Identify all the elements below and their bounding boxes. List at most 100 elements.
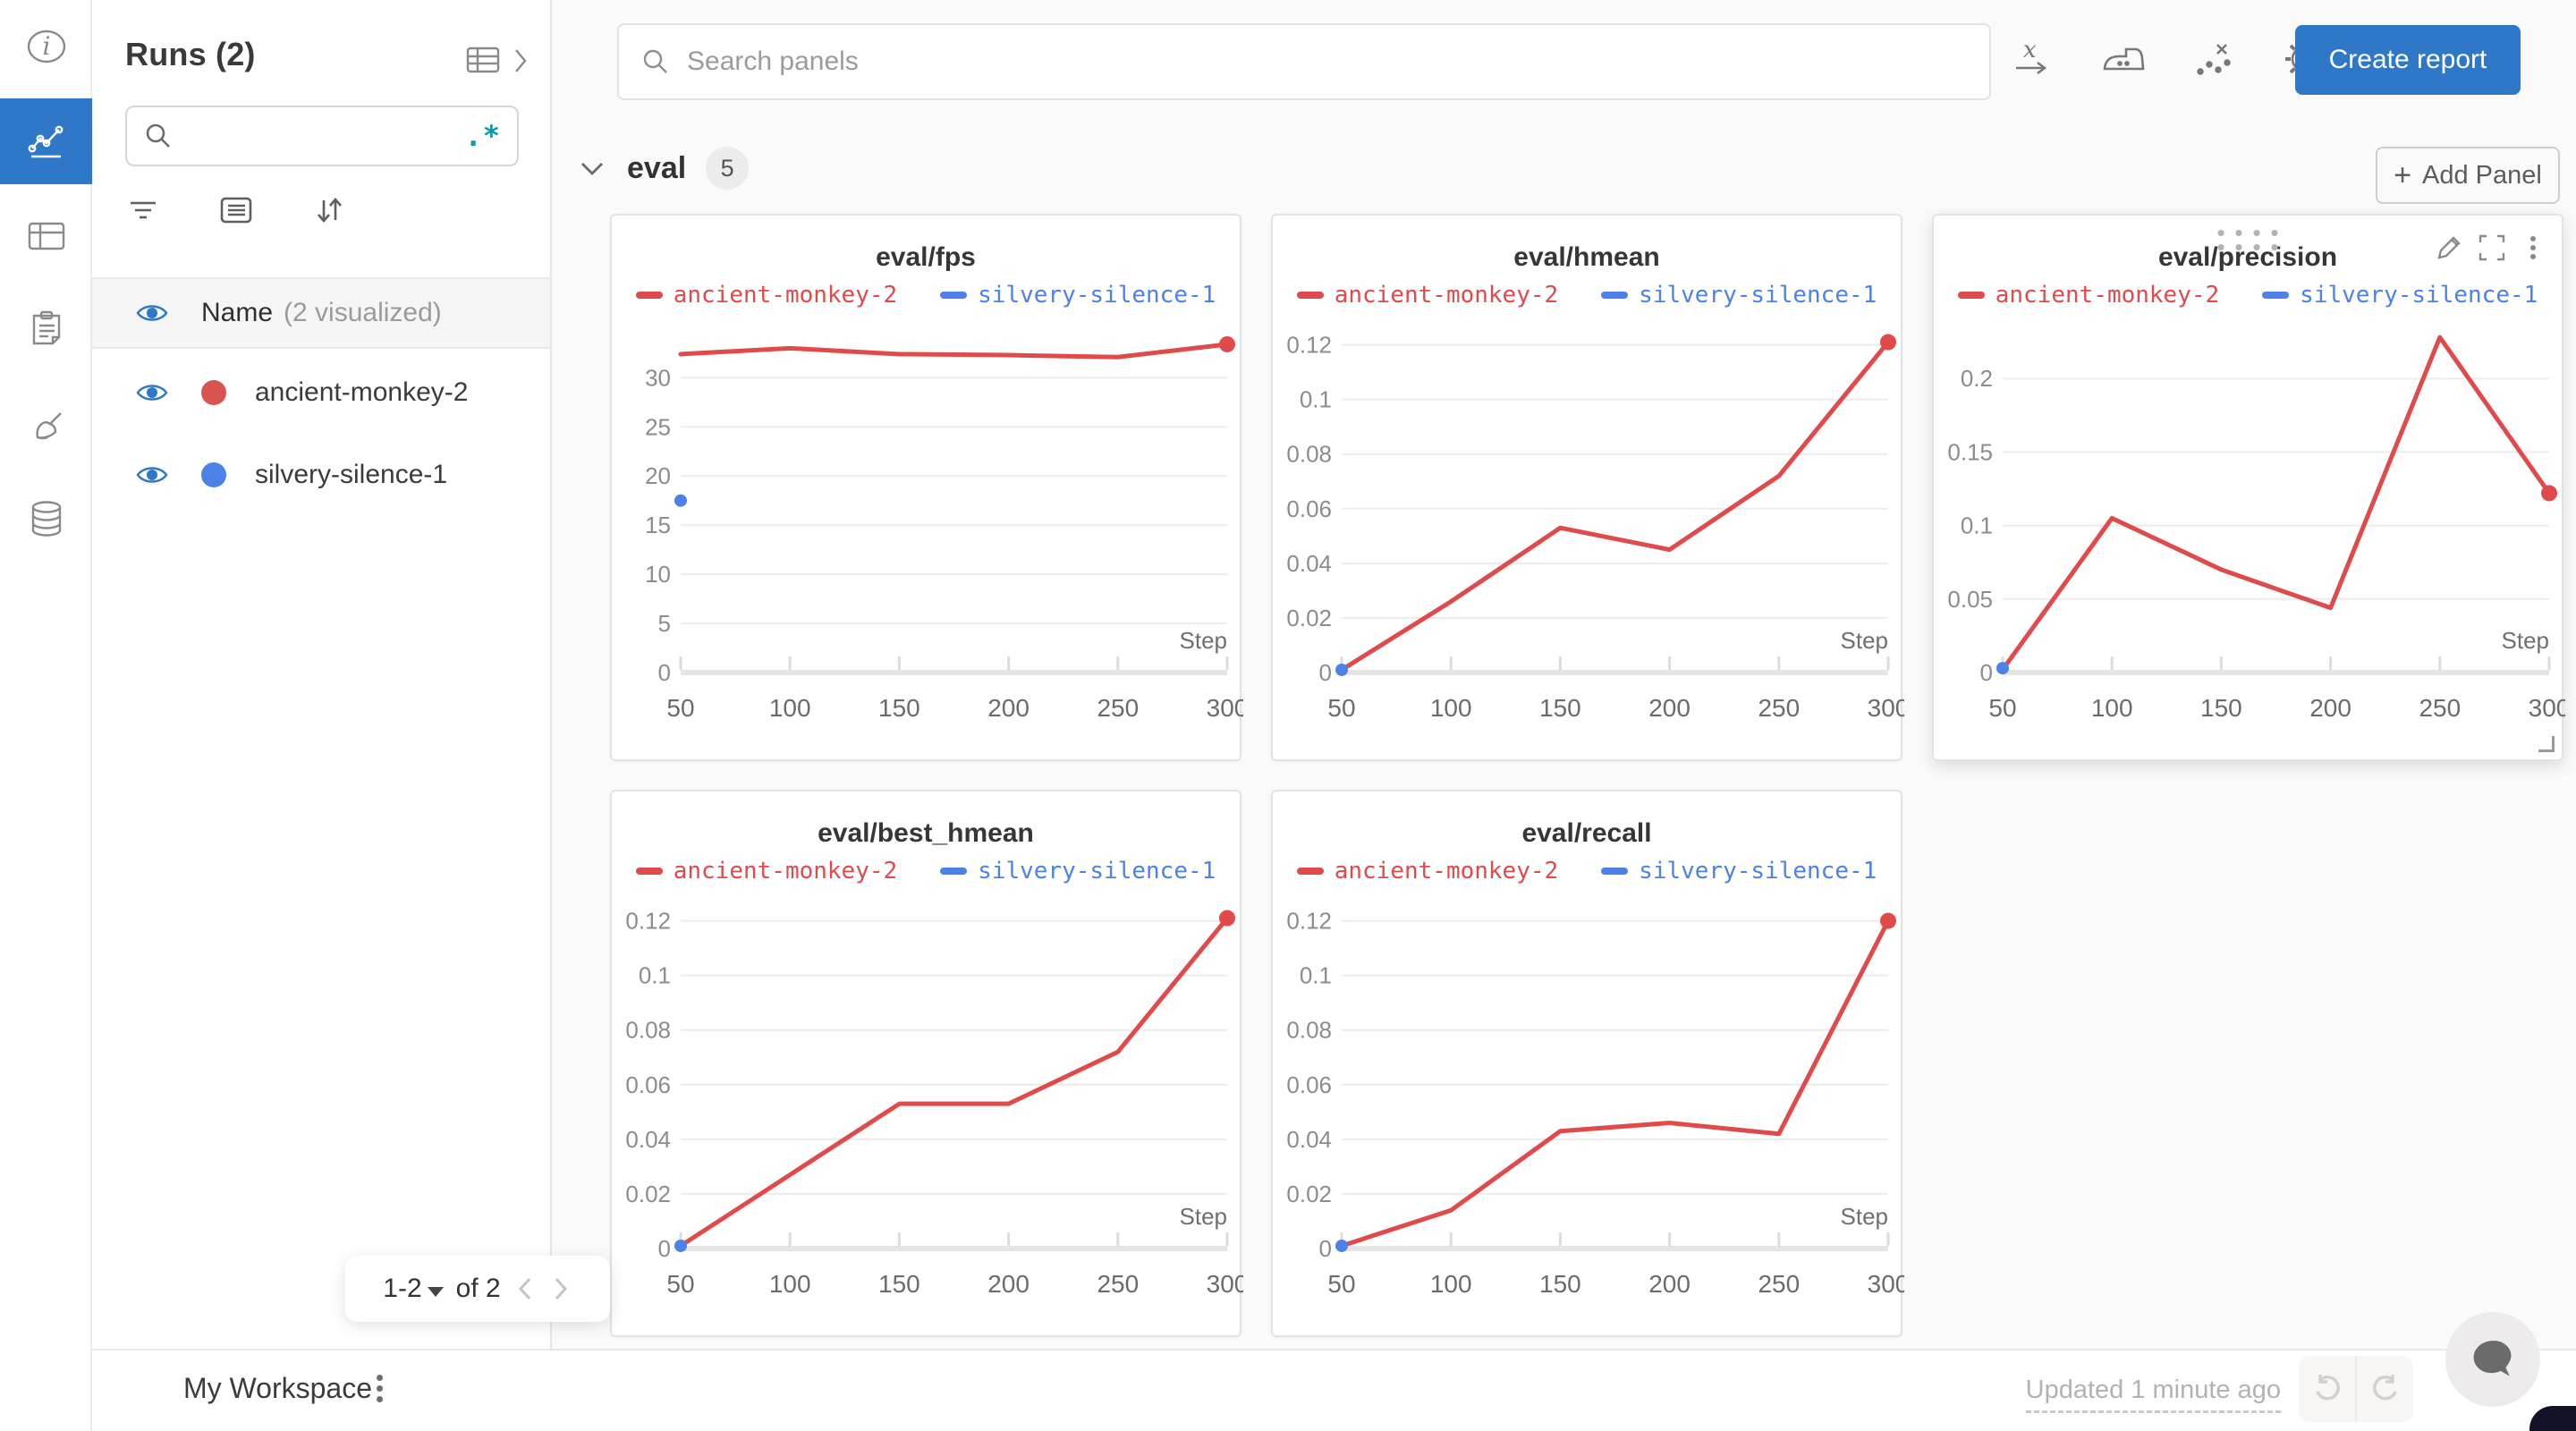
edit-panel-button[interactable] [2429, 228, 2469, 267]
runs-table-toggle-button[interactable] [464, 41, 504, 80]
plot-area[interactable]: 0 0.02 0.04 0.06 0.08 0.1 0.12 50 100 150 200 250 30… [612, 792, 1243, 1339]
svg-text:250: 250 [1758, 694, 1800, 722]
run-row[interactable]: ancient-monkey-2 [92, 352, 550, 433]
svg-text:100: 100 [1430, 694, 1472, 722]
redo-button[interactable] [2355, 1356, 2413, 1422]
legend-item[interactable]: silvery-silence-1 [940, 282, 1216, 309]
legend-item[interactable]: ancient-monkey-2 [1296, 282, 1558, 309]
runs-title: Runs (2) [125, 36, 256, 72]
expand-runs-button[interactable] [509, 41, 532, 80]
list-settings-icon[interactable] [218, 194, 254, 226]
legend-run-name: ancient-monkey-2 [1334, 858, 1559, 885]
smoothing-button[interactable] [2100, 39, 2145, 79]
chevron-right-icon [515, 49, 527, 72]
next-page-button[interactable] [549, 1274, 572, 1304]
drag-handle-icon[interactable] [2217, 230, 2278, 250]
visualized-count-label: (2 visualized) [284, 298, 442, 327]
run-name-label[interactable]: ancient-monkey-2 [255, 377, 469, 407]
plot-area[interactable]: 0 0.02 0.04 0.06 0.08 0.1 0.12 50 100 150 200 250 30… [1273, 792, 1904, 1339]
broom-icon [35, 412, 62, 440]
column-name-label: Name [201, 298, 274, 327]
svg-text:0.06: 0.06 [1286, 495, 1332, 522]
regex-toggle-icon[interactable]: .* [464, 119, 501, 153]
rail-item-sweeps[interactable] [0, 385, 92, 470]
svg-text:50: 50 [666, 694, 694, 722]
rail-item-info[interactable]: i [0, 4, 92, 89]
legend-swatch [1601, 292, 1629, 299]
resize-handle[interactable] [2538, 736, 2555, 752]
run-visibility-eye-icon[interactable] [135, 462, 169, 487]
rail-item-charts[interactable] [0, 98, 92, 184]
svg-text:50: 50 [1327, 694, 1355, 722]
svg-text:250: 250 [1097, 1270, 1139, 1298]
svg-text:0.06: 0.06 [1286, 1071, 1332, 1098]
run-visibility-eye-icon[interactable] [135, 380, 169, 405]
panel-title: eval/hmean [1513, 242, 1660, 272]
legend-item[interactable]: silvery-silence-1 [2262, 282, 2538, 309]
chart-panel-eval-best_hmean[interactable]: 0 0.02 0.04 0.06 0.08 0.1 0.12 50 100 150 200 250 30… [610, 790, 1243, 1339]
filter-icon[interactable] [125, 194, 161, 226]
svg-text:0.02: 0.02 [1286, 605, 1332, 631]
updated-timestamp[interactable]: Updated 1 minute ago [2025, 1376, 2281, 1413]
rail-item-artifacts[interactable] [0, 476, 92, 562]
sort-icon[interactable] [311, 193, 347, 227]
panel-menu-button[interactable] [2513, 228, 2553, 267]
legend-item[interactable]: ancient-monkey-2 [1957, 282, 2219, 309]
table-icon [28, 222, 64, 250]
svg-text:100: 100 [2091, 694, 2133, 722]
add-panel-button[interactable]: + Add Panel [2376, 147, 2560, 204]
panel-search-input[interactable] [687, 47, 1968, 77]
run-row[interactable]: silvery-silence-1 [92, 435, 550, 515]
svg-text:0.08: 0.08 [1286, 441, 1332, 468]
legend-item[interactable]: ancient-monkey-2 [635, 858, 898, 885]
plot-area[interactable]: 0 0.05 0.1 0.15 0.2 50 100 150 200 250 300 Step [1934, 216, 2565, 763]
prev-page-button[interactable] [513, 1274, 537, 1304]
legend-swatch [1296, 292, 1324, 299]
plot-area[interactable]: 0 0.02 0.04 0.06 0.08 0.1 0.12 50 100 150 200 250 30… [1273, 216, 1904, 763]
fullscreen-panel-button[interactable] [2472, 228, 2512, 267]
workspace-name[interactable]: My Workspace [183, 1372, 373, 1404]
series-line-ancient-monkey-2 [1339, 919, 1891, 1249]
legend-item[interactable]: ancient-monkey-2 [635, 282, 897, 309]
legend-item[interactable]: silvery-silence-1 [940, 858, 1216, 885]
run-search-input[interactable] [174, 122, 465, 150]
series-point-silvery-silence-1 [1335, 663, 1348, 676]
section-title[interactable]: eval [627, 150, 687, 185]
svg-text:0.08: 0.08 [1286, 1017, 1332, 1044]
legend-run-name: ancient-monkey-2 [673, 858, 898, 885]
series-point-silvery-silence-1 [674, 1239, 687, 1252]
database-icon [31, 501, 61, 537]
create-report-button[interactable]: Create report [2295, 25, 2521, 95]
section-header-eval: eval 5 [577, 147, 750, 190]
remove-outliers-button[interactable] [2191, 38, 2234, 80]
workspace-menu-button[interactable] [377, 1370, 383, 1407]
page-range-selector[interactable]: 1-2 [383, 1274, 444, 1304]
svg-text:50: 50 [666, 1270, 694, 1298]
plot-area[interactable]: 0 5 10 15 20 25 30 50 100 150 200 250 300 Step [612, 216, 1243, 763]
series-line-ancient-monkey-2 [1339, 340, 1891, 673]
svg-text:30: 30 [645, 364, 671, 391]
chart-panel-eval-precision[interactable]: 0 0.05 0.1 0.15 0.2 50 100 150 200 250 300 Step eval… [1932, 214, 2565, 763]
legend-item[interactable]: silvery-silence-1 [1601, 858, 1877, 885]
rail-item-notes[interactable] [0, 286, 92, 372]
series-point-silvery-silence-1 [1996, 662, 2009, 675]
rail-item-tables[interactable] [0, 193, 92, 279]
x-axis-settings-button[interactable]: x [2011, 38, 2054, 80]
chat-support-button[interactable] [2445, 1312, 2540, 1407]
svg-text:200: 200 [1648, 1270, 1690, 1298]
run-name-label[interactable]: silvery-silence-1 [255, 460, 448, 489]
svg-text:0.2: 0.2 [1961, 365, 1993, 392]
series-point-silvery-silence-1 [674, 494, 687, 507]
eye-icon[interactable] [135, 301, 169, 326]
section-collapse-chevron-icon[interactable] [577, 157, 607, 179]
legend-item[interactable]: ancient-monkey-2 [1296, 858, 1559, 885]
smoothing-iron-icon [2103, 47, 2145, 71]
svg-text:100: 100 [769, 694, 811, 722]
undo-button[interactable] [2299, 1356, 2355, 1422]
chart-panel-eval-fps[interactable]: 0 5 10 15 20 25 30 50 100 150 200 250 300 Step eval/fp… [610, 214, 1243, 763]
chart-panel-eval-recall[interactable]: 0 0.02 0.04 0.06 0.08 0.1 0.12 50 100 150 200 250 30… [1271, 790, 1904, 1339]
chart-panel-eval-hmean[interactable]: 0 0.02 0.04 0.06 0.08 0.1 0.12 50 100 150 200 250 30… [1271, 214, 1904, 763]
svg-text:0.06: 0.06 [625, 1071, 671, 1098]
svg-text:150: 150 [878, 1270, 920, 1298]
legend-item[interactable]: silvery-silence-1 [1601, 282, 1877, 309]
